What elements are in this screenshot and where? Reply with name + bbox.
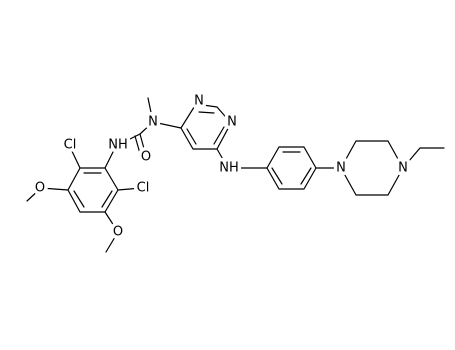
phenyl-bonds [266, 146, 317, 190]
piperazine-bonds [315, 140, 445, 196]
ring-bonds [67, 167, 119, 213]
substituent-bonds [26, 145, 142, 253]
atom-label: N [336, 161, 346, 176]
atom-label: N [148, 115, 158, 130]
atom-label: NH [108, 138, 128, 153]
atom-label: O [113, 225, 123, 240]
atom-label: O [35, 181, 45, 196]
atom-label: O [141, 150, 151, 165]
double-bonds [271, 151, 312, 185]
atom-labels: Cl NH O N N N NH N N Cl O O [31, 90, 411, 243]
atom-label: N [227, 115, 237, 130]
pyrimidine-bonds [180, 103, 232, 150]
atom-label: N [194, 94, 204, 109]
amine-bonds [216, 148, 268, 169]
double-bonds [73, 172, 113, 208]
bonds [26, 97, 445, 253]
atom-label: Cl [137, 181, 150, 196]
atom-label: Cl [64, 138, 77, 153]
atom-label: NH [219, 161, 239, 176]
atom-label: N [398, 161, 408, 176]
urea-bonds [115, 97, 182, 158]
double-bonds [186, 111, 225, 145]
